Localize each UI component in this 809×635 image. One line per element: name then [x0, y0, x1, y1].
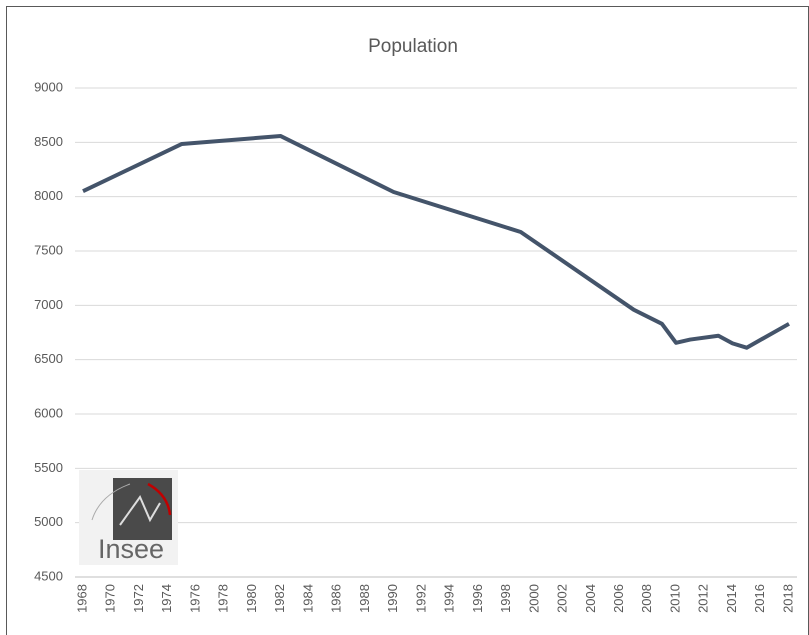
y-tick-label: 8000	[34, 188, 63, 203]
x-tick-label: 1982	[272, 584, 287, 613]
x-tick-label: 1996	[470, 584, 485, 613]
y-tick-label: 6500	[34, 351, 63, 366]
x-tick-label: 1994	[442, 584, 457, 613]
x-tick-label: 2006	[611, 584, 626, 613]
logo-arc-grey	[91, 483, 131, 521]
y-tick-label: 7000	[34, 297, 63, 312]
x-tick-label: 2010	[667, 584, 682, 613]
x-tick-label: 2008	[639, 584, 654, 613]
x-tick-label: 1990	[385, 584, 400, 613]
x-tick-label: 1974	[159, 584, 174, 613]
line-series	[82, 134, 790, 350]
y-tick-label: 7500	[34, 242, 63, 257]
y-tick-label: 4500	[34, 568, 63, 583]
x-tick-label: 1998	[498, 584, 513, 613]
x-tick-label: 1984	[300, 584, 315, 613]
y-tick-label: 5500	[34, 460, 63, 475]
x-tick-label: 2016	[752, 584, 767, 613]
x-tick-label: 1970	[103, 584, 118, 613]
logo: Insee	[79, 470, 178, 565]
x-tick-label: 1978	[216, 584, 231, 613]
logo-arc	[147, 482, 172, 516]
x-tick-label: 1968	[74, 584, 89, 613]
x-tick-label: 2004	[583, 584, 598, 613]
x-tick-label: 1986	[329, 584, 344, 613]
x-tick-label: 1976	[187, 584, 202, 613]
x-tick-label: 2014	[724, 584, 739, 613]
logo-text: Insee	[98, 534, 164, 564]
x-tick-label: 2002	[555, 584, 570, 613]
y-tick-label: 8500	[34, 134, 63, 149]
x-tick-label: 2000	[526, 584, 541, 613]
x-tick-label: 1980	[244, 584, 259, 613]
chart-title: Population	[368, 36, 458, 57]
logo-glyph	[119, 494, 161, 526]
x-tick-label: 1972	[131, 584, 146, 613]
y-tick-label: 5000	[34, 514, 63, 529]
x-tick-label: 1988	[357, 584, 372, 613]
x-tick-label: 2018	[780, 584, 795, 613]
y-tick-label: 6000	[34, 405, 63, 420]
logo-square	[113, 478, 172, 540]
x-tick-label: 1992	[413, 584, 428, 613]
y-tick-label: 9000	[34, 79, 63, 94]
x-tick-label: 2012	[696, 584, 711, 613]
